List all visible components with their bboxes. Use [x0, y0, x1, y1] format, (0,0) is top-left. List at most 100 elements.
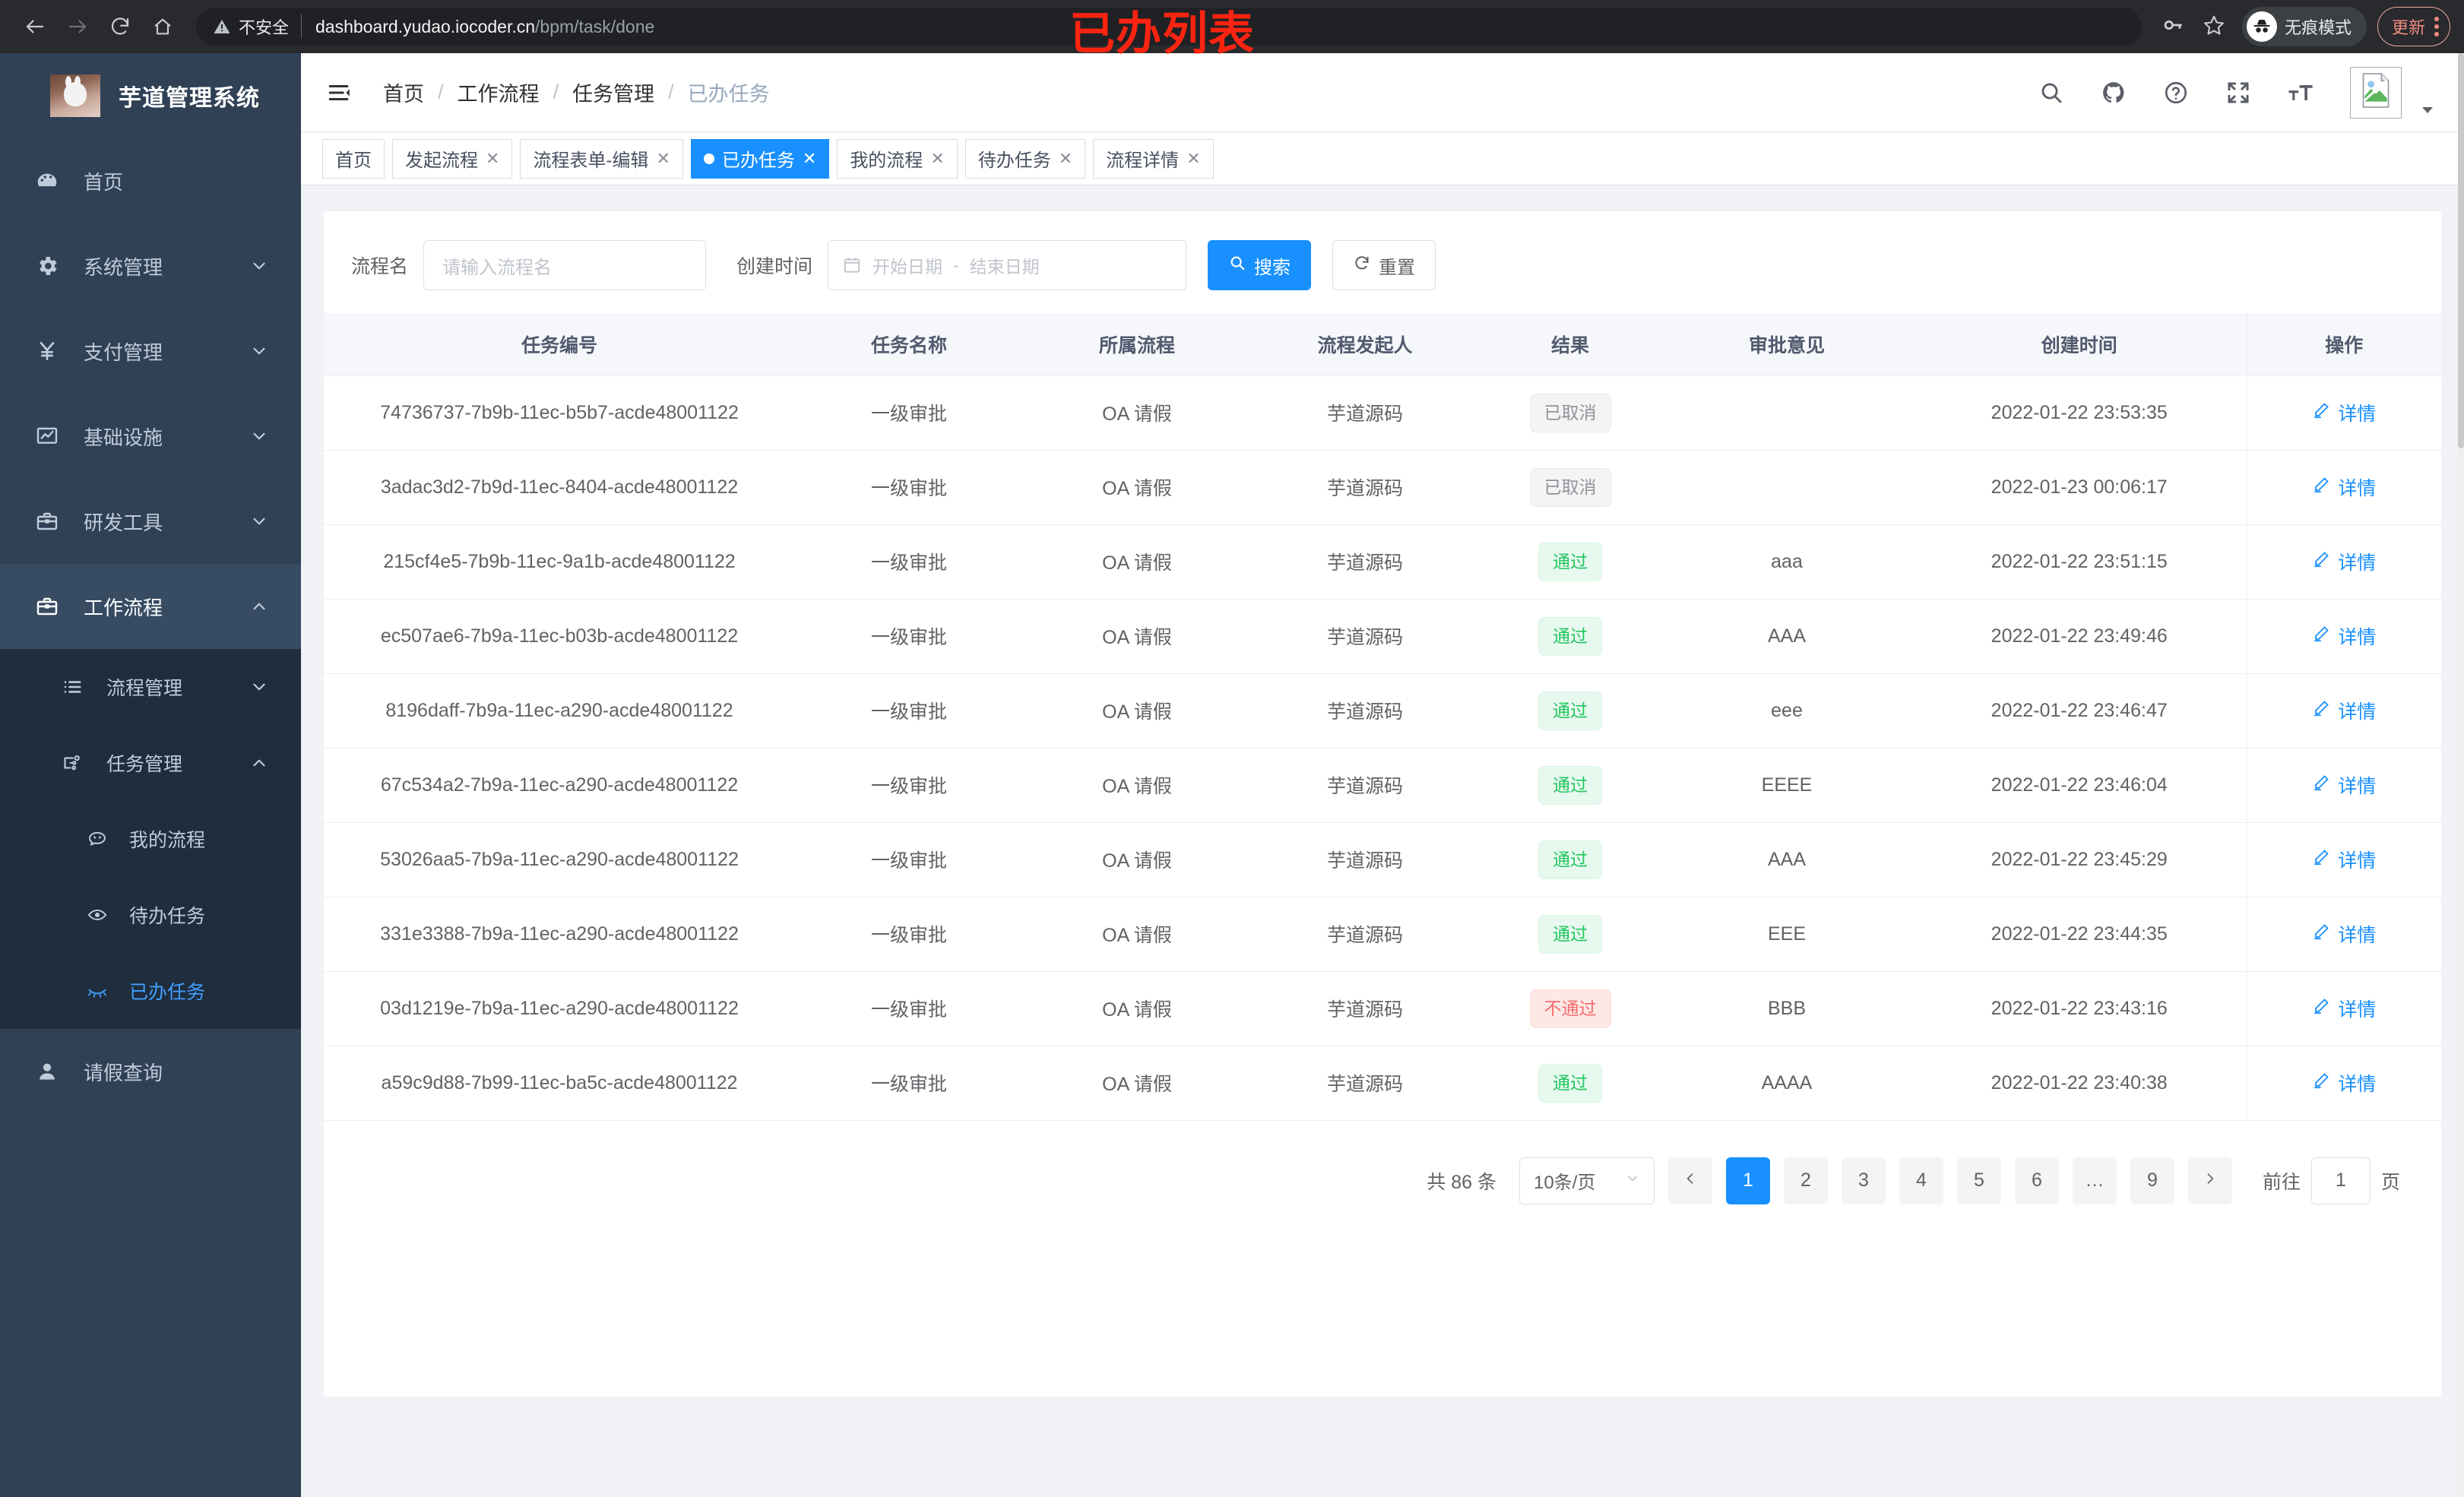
page-scrollbar[interactable]	[2458, 53, 2464, 1497]
scrollbar-thumb[interactable]	[2458, 53, 2464, 448]
sidebar-item-system[interactable]: 系统管理	[0, 223, 301, 309]
cell-task-id: 3adac3d2-7b9d-11ec-8404-acde48001122	[324, 450, 795, 525]
close-icon[interactable]: ✕	[802, 148, 817, 168]
pagination-page-5[interactable]: 5	[1956, 1157, 2001, 1204]
breadcrumb-item-task-management[interactable]: 任务管理	[572, 83, 655, 106]
cell-created-time: 2022-01-22 23:49:46	[1912, 599, 2247, 674]
sidebar-item-my-process[interactable]: 我的流程	[0, 801, 301, 877]
kebab-menu-icon[interactable]	[2434, 17, 2439, 36]
eye-icon	[82, 904, 112, 926]
detail-button[interactable]: 详情	[2312, 622, 2376, 650]
page-size-select[interactable]: 10条/页	[1519, 1157, 1655, 1204]
password-manager-button[interactable]	[2152, 6, 2193, 47]
detail-button[interactable]: 详情	[2312, 473, 2376, 501]
back-button[interactable]	[14, 5, 56, 48]
hamburger-icon[interactable]	[327, 80, 353, 106]
github-icon[interactable]	[2101, 80, 2127, 106]
detail-label: 详情	[2338, 925, 2377, 946]
goto-page-input[interactable]: 1	[2310, 1157, 2371, 1204]
breadcrumb-item-workflow[interactable]: 工作流程	[457, 83, 540, 106]
font-size-icon[interactable]	[2288, 80, 2314, 106]
cell-task-id: 8196daff-7b9a-11ec-a290-acde48001122	[324, 673, 795, 748]
sidebar-item-home[interactable]: 首页	[0, 138, 301, 223]
tab-start-process[interactable]: 发起流程 ✕	[392, 138, 513, 179]
reset-button[interactable]: 重置	[1332, 240, 1436, 290]
pagination-page-3[interactable]: 3	[1841, 1157, 1886, 1204]
sidebar-item-todo-task[interactable]: 待办任务	[0, 877, 301, 953]
sidebar-item-workflow[interactable]: 工作流程	[0, 564, 301, 649]
cell-operation: 详情	[2246, 375, 2441, 451]
tab-home[interactable]: 首页	[322, 138, 385, 179]
sidebar-item-task-management[interactable]: 任务管理	[0, 725, 301, 801]
sidebar-item-leave-query[interactable]: 请假查询	[0, 1029, 301, 1114]
sidebar-item-process-management[interactable]: 流程管理	[0, 649, 301, 725]
search-icon[interactable]	[2038, 80, 2064, 106]
pagination-page-6[interactable]: 6	[2014, 1157, 2059, 1204]
process-name-input[interactable]: 请输入流程名	[423, 240, 707, 290]
cell-created-time: 2022-01-22 23:46:04	[1912, 748, 2247, 823]
sidebar-item-infrastructure[interactable]: 基础设施	[0, 394, 301, 479]
avatar[interactable]	[2350, 66, 2402, 119]
navbar: 首页 / 工作流程 / 任务管理 / 已办任务	[301, 53, 2464, 132]
close-icon[interactable]: ✕	[486, 148, 500, 168]
detail-button[interactable]: 详情	[2312, 995, 2376, 1022]
edit-pencil-icon	[2312, 476, 2330, 499]
detail-button[interactable]: 详情	[2312, 1069, 2376, 1097]
cell-opinion	[1661, 450, 1912, 525]
close-icon[interactable]: ✕	[1186, 148, 1201, 168]
brand-title: 芋道管理系统	[119, 86, 260, 111]
tab-process-form-edit[interactable]: 流程表单-编辑 ✕	[520, 138, 683, 179]
detail-button[interactable]: 详情	[2312, 846, 2376, 873]
help-circle-icon[interactable]	[2163, 80, 2189, 106]
close-icon[interactable]: ✕	[656, 148, 670, 168]
cell-operation: 详情	[2246, 450, 2441, 525]
cell-result: 通过	[1479, 748, 1661, 823]
pagination-page-2[interactable]: 2	[1783, 1157, 1828, 1204]
status-badge: 已取消	[1529, 393, 1611, 432]
tab-todo-task[interactable]: 待办任务 ✕	[964, 138, 1086, 179]
forward-button[interactable]	[56, 5, 99, 48]
brand[interactable]: 芋道管理系统	[0, 53, 301, 138]
cell-created-time: 2022-01-22 23:45:29	[1912, 822, 2247, 897]
create-time-range-picker[interactable]: 开始日期 - 结束日期	[828, 240, 1187, 290]
broken-image-icon	[2359, 72, 2393, 112]
reload-button[interactable]	[99, 5, 141, 48]
detail-label: 详情	[2338, 1074, 2377, 1095]
detail-button[interactable]: 详情	[2312, 771, 2376, 799]
breadcrumb-item-home[interactable]: 首页	[383, 83, 424, 106]
incognito-indicator[interactable]: 无痕模式	[2241, 7, 2367, 46]
browser-chrome: 不安全 dashboard.yudao.iocoder.cn/bpm/task/…	[0, 0, 2464, 53]
sidebar-item-done-task[interactable]: 已办任务	[0, 953, 301, 1029]
caret-down-icon[interactable]	[2418, 67, 2437, 119]
tab-done-task[interactable]: 已办任务 ✕	[690, 138, 830, 179]
pagination-page-1[interactable]: 1	[1725, 1157, 1770, 1204]
cell-opinion	[1661, 375, 1912, 451]
address-bar[interactable]: 不安全 dashboard.yudao.iocoder.cn/bpm/task/…	[196, 8, 2142, 46]
pagination-prev-button[interactable]	[1667, 1157, 1712, 1204]
chevron-up-icon	[249, 597, 269, 616]
detail-button[interactable]: 详情	[2312, 920, 2376, 948]
search-button[interactable]: 搜索	[1208, 240, 1312, 290]
detail-button[interactable]: 详情	[2312, 548, 2376, 575]
tab-process-detail[interactable]: 流程详情 ✕	[1093, 138, 1214, 179]
detail-button[interactable]: 详情	[2312, 399, 2376, 426]
status-badge: 通过	[1538, 765, 1602, 805]
incognito-label: 无痕模式	[2284, 18, 2352, 37]
sidebar-item-devtools[interactable]: 研发工具	[0, 479, 301, 564]
bookmark-button[interactable]	[2193, 6, 2234, 47]
home-button[interactable]	[141, 5, 184, 48]
close-icon[interactable]: ✕	[1058, 148, 1073, 168]
pagination-page-4[interactable]: 4	[1899, 1157, 1943, 1204]
cell-process: OA 请假	[1023, 673, 1251, 748]
tab-my-process[interactable]: 我的流程 ✕	[837, 138, 958, 179]
pagination-page-9[interactable]: 9	[2130, 1157, 2174, 1204]
update-button[interactable]: 更新	[2377, 7, 2450, 46]
detail-button[interactable]: 详情	[2312, 697, 2376, 724]
cell-task-name: 一级审批	[795, 1046, 1023, 1121]
pagination-ellipsis[interactable]: …	[2072, 1157, 2117, 1204]
chevron-down-icon	[1625, 1170, 1640, 1192]
sidebar-item-payment[interactable]: 支付管理	[0, 309, 301, 394]
pagination-next-button[interactable]	[2187, 1157, 2232, 1204]
fullscreen-icon[interactable]	[2225, 80, 2251, 106]
close-icon[interactable]: ✕	[930, 148, 945, 168]
